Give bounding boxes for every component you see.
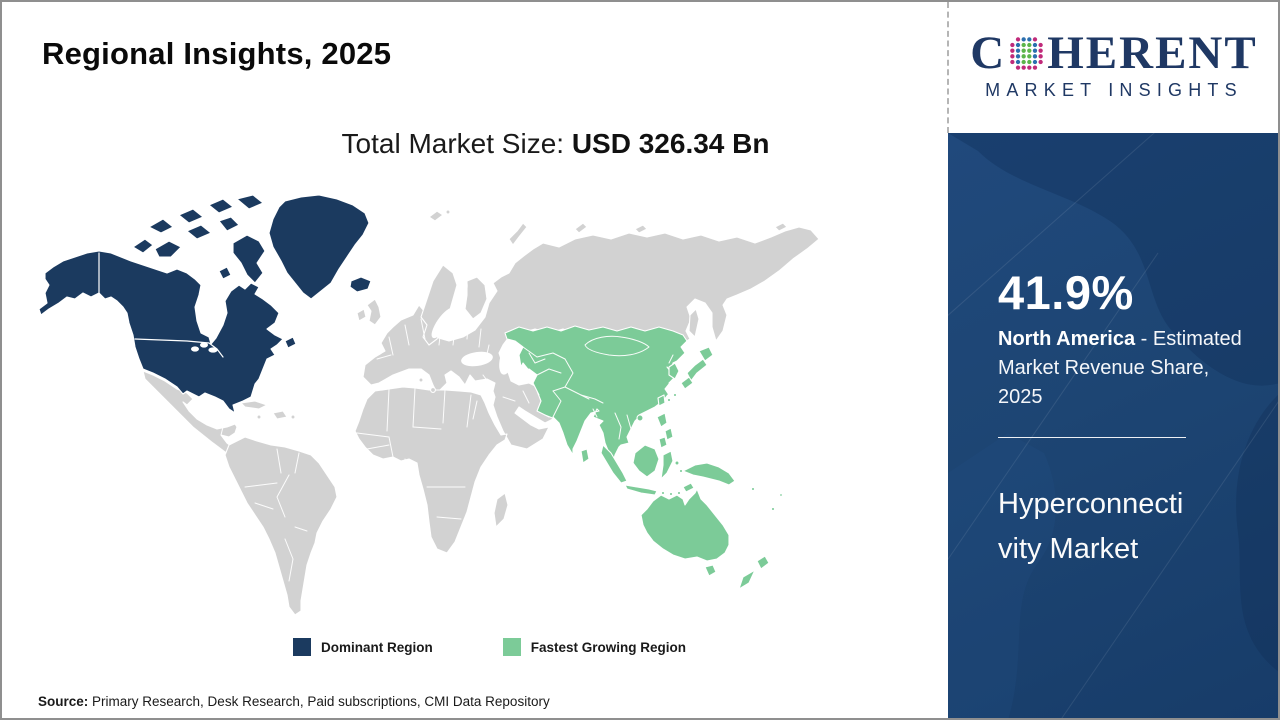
legend-item-fastest-growing: Fastest Growing Region	[502, 638, 686, 656]
market-name: Hyperconnecti vity Market	[998, 482, 1248, 572]
map-legend: Dominant Region Fastest Growing Region	[2, 638, 949, 656]
logo-tagline: MARKET INSIGHTS	[985, 80, 1243, 100]
share-value: 41.9%	[998, 266, 1134, 319]
logo-wordmark-rest: HERENT	[1047, 27, 1258, 79]
country-borders-green	[520, 335, 674, 440]
share-region: North America	[998, 327, 1136, 350]
north-america-details	[98, 252, 224, 358]
country-borders-gray	[192, 316, 530, 582]
globe-icon	[1010, 37, 1044, 70]
panel-map-texture	[948, 133, 1278, 718]
source-text: Primary Research, Desk Research, Paid su…	[92, 694, 550, 709]
market-name-line1: Hyperconnecti	[998, 487, 1184, 520]
share-description: North America - Estimated Market Revenue…	[998, 325, 1250, 413]
total-market-size: Total Market Size: USD 326.34 Bn	[2, 128, 949, 160]
market-size-label: Total Market Size:	[341, 128, 565, 159]
legend-item-dominant: Dominant Region	[292, 638, 433, 656]
right-panel: 41.9% North America - Estimated Market R…	[948, 133, 1278, 718]
logo-letter-c: C	[970, 27, 1007, 79]
world-map	[38, 194, 820, 616]
brand-wordmark: C	[966, 30, 1262, 77]
inland-seas	[431, 280, 533, 375]
dominant-region-label: Dominant Region	[320, 639, 433, 655]
dominant-region-swatch	[292, 638, 311, 656]
market-name-line2: vity Market	[998, 532, 1139, 565]
source-label: Source:	[38, 694, 89, 709]
brand-logo: C	[966, 30, 1262, 101]
fastest-growing-region-swatch	[502, 638, 521, 656]
page-title: Regional Insights, 2025	[42, 36, 392, 71]
panel-content: 41.9% North America - Estimated Market R…	[948, 133, 1278, 572]
region-rest-of-world	[142, 209, 820, 616]
share-description-text: - Estimated Market Revenue Share, 2025	[998, 327, 1242, 409]
region-north-america	[38, 194, 372, 414]
fastest-growing-region-label: Fastest Growing Region	[530, 639, 686, 655]
region-asia-pacific	[504, 325, 783, 590]
market-size-value: USD 326.34 Bn	[571, 128, 770, 159]
source-note: Source: Primary Research, Desk Research,…	[38, 694, 550, 709]
panel-divider	[998, 436, 1186, 438]
vertical-dashed-divider	[947, 2, 949, 133]
